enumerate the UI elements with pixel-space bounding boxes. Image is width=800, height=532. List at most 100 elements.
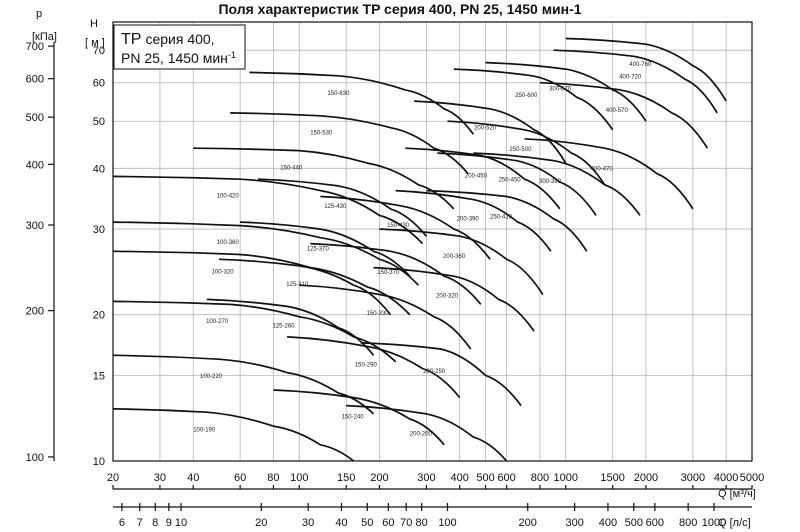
pressure-tick-label: 300: [26, 220, 44, 232]
curve-label-150-370: 150-370: [377, 270, 400, 276]
chart-grid: [112, 22, 753, 462]
secondary-y-axis-label: p: [36, 8, 42, 20]
pump-curve-400-570: [539, 81, 709, 149]
secondary-x-tick-label: 600: [646, 517, 664, 529]
pump-curve-150-530: [230, 112, 469, 175]
y-tick-label: 60: [93, 78, 105, 90]
curve-label-200-360: 200-360: [443, 254, 466, 260]
secondary-x-tick-label: 200: [519, 517, 537, 529]
x-tick-label: 150: [337, 472, 355, 484]
pump-curve-200-250: [360, 342, 522, 407]
legend-line2: PN 25, 1450 мин-1: [121, 50, 236, 66]
x-tick-label: 2000: [634, 472, 658, 484]
x-tick-label: 600: [497, 472, 515, 484]
curve-label-400-570: 400-570: [606, 108, 629, 114]
pump-curve-150-440: [193, 147, 455, 210]
x-tick-label: 500: [476, 472, 494, 484]
pump-curve-300-670: [485, 61, 647, 122]
secondary-x-tick-label: 800: [679, 517, 697, 529]
pressure-tick-label: 200: [26, 306, 44, 318]
secondary-x-tick-label: 7: [137, 517, 143, 529]
x-tick-label: 1000: [553, 472, 577, 484]
curve-label-125-430: 125-430: [324, 204, 347, 210]
curve-label-100-360: 100-360: [217, 240, 240, 246]
secondary-x-tick-label: 60: [382, 517, 394, 529]
x-tick-label: 400: [451, 472, 469, 484]
curve-label-100-190: 100-190: [193, 428, 216, 434]
plot-frame: [112, 21, 753, 462]
pump-curve-150-290: [287, 336, 461, 399]
curve-label-200-390: 200-390: [457, 216, 480, 222]
secondary-x-tick-label: 1000: [702, 517, 726, 529]
curve-label-100-270: 100-270: [206, 319, 229, 325]
pump-curve-125-370: [240, 221, 411, 277]
secondary-x-tick-label: 70: [400, 517, 412, 529]
pump-curve-125-260: [206, 298, 375, 356]
pump-curve-150-240: [273, 389, 445, 446]
pump-curve-200-390: [395, 189, 552, 252]
curve-label-250-500: 250-500: [509, 147, 532, 153]
pump-curve-150-630: [249, 71, 474, 135]
y-axis-unit: [ м ]: [85, 37, 105, 49]
x-tick-label: 1500: [600, 472, 624, 484]
curve-label-125-310: 125-310: [286, 282, 309, 288]
pump-curve-100-360: [112, 221, 420, 286]
curve-label-200-520: 200-520: [474, 126, 497, 132]
pump-curve-200-360: [379, 228, 544, 295]
secondary-x-tick-label: 50: [361, 517, 373, 529]
chart-title: Поля характеристик TP серия 400, PN 25, …: [218, 1, 582, 17]
y-tick-label: 20: [93, 310, 105, 322]
curve-label-125-370: 125-370: [307, 247, 330, 253]
pump-curve-100-190: [112, 408, 355, 462]
pump-curve-400-470: [524, 137, 694, 210]
secondary-x-tick-label: 20: [255, 517, 267, 529]
y-tick-label: 50: [93, 116, 105, 128]
secondary-x-tick-label: 100: [438, 517, 456, 529]
pump-curve-400-720: [553, 49, 718, 114]
curve-label-150-240: 150-240: [342, 415, 365, 421]
y-tick-label: 10: [93, 456, 105, 468]
curve-label-150-530: 150-530: [310, 130, 333, 136]
pump-curve-200-320: [373, 266, 535, 332]
pump-curve-100-420: [112, 175, 424, 245]
pump-curve-250-450: [437, 152, 597, 216]
pump-curve-100-270: [112, 300, 397, 363]
axis-labels: p [кПа] H [ м ] Q [м³/ч] Q [л/с]: [32, 8, 756, 529]
secondary-x-tick-label: 80: [416, 517, 428, 529]
chart-axes: [48, 21, 753, 511]
secondary-x-tick-label: 500: [625, 517, 643, 529]
curve-label-250-410: 250-410: [490, 215, 513, 221]
pump-curve-200-450: [405, 147, 561, 210]
curve-label-150-440: 150-440: [280, 166, 303, 172]
curve-label-300-390: 300-390: [539, 179, 562, 185]
pressure-tick-label: 600: [26, 74, 44, 86]
tick-labels: 20 30 40 60 80 100 150 200 300 400 500 600 800 1000 15…: [26, 41, 765, 529]
secondary-x-tick-label: 30: [302, 517, 314, 529]
x-tick-label: 80: [267, 472, 279, 484]
pump-curve-200-200: [346, 404, 508, 462]
x-tick-label: 100: [290, 472, 308, 484]
pump-curve-250-410: [426, 189, 588, 252]
curve-labels: 100-190 100-220 100-270 100-320 100-360 100-4…: [193, 62, 652, 437]
x-axis-label: Q [м³/ч]: [718, 488, 756, 500]
x-tick-label: 200: [370, 472, 388, 484]
pump-curve-125-310: [218, 258, 392, 316]
secondary-x-axis-label: Q [л/с]: [718, 517, 751, 529]
curve-label-200-250: 200-250: [423, 369, 446, 375]
curve-label-400-760: 400-760: [629, 62, 652, 68]
pump-curve-400-760: [565, 37, 727, 102]
x-tick-label: 60: [234, 472, 246, 484]
x-tick-label: 20: [107, 472, 119, 484]
curve-label-400-470: 400-470: [591, 166, 614, 172]
curve-label-100-220: 100-220: [200, 374, 223, 380]
curve-label-150-630: 150-630: [327, 91, 350, 97]
curve-label-200-320: 200-320: [436, 294, 459, 300]
secondary-x-tick-label: 10: [175, 517, 187, 529]
y-tick-label: 70: [93, 45, 105, 57]
curve-label-200-200: 200-200: [410, 431, 433, 437]
y-axis-label: H: [90, 18, 98, 30]
secondary-x-tick-label: 9: [166, 517, 172, 529]
x-tick-label: 5000: [740, 472, 764, 484]
secondary-y-axis-unit: [кПа]: [32, 31, 57, 43]
